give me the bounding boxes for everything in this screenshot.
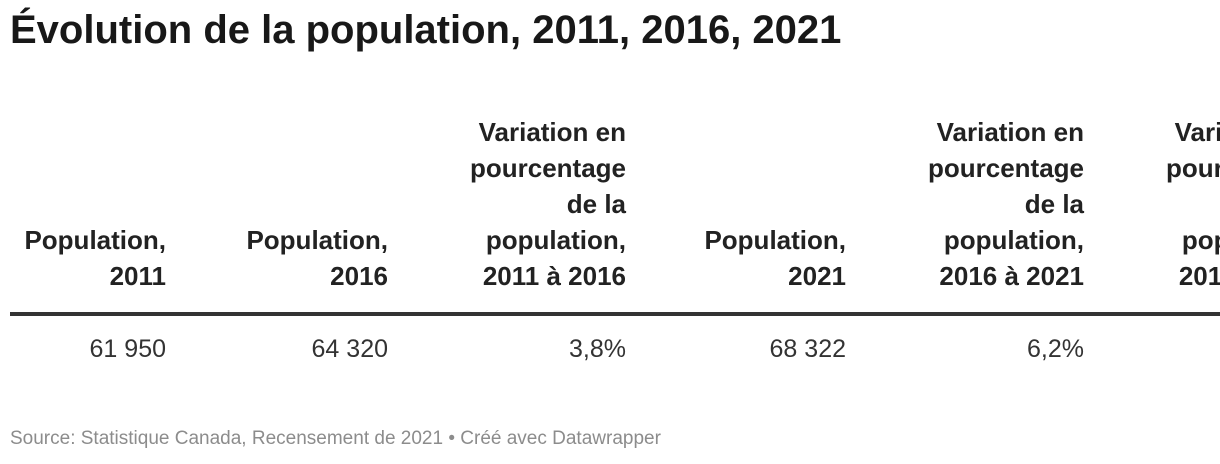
column-header: Population, 2016 bbox=[246, 225, 388, 291]
table-cell: 6,2% bbox=[1027, 335, 1084, 363]
column-header: Population, 2011 bbox=[24, 225, 166, 291]
title: Évolution de la population, 2011, 2016, … bbox=[10, 8, 842, 52]
header-rule bbox=[10, 312, 1220, 316]
table-cell: 61 950 bbox=[89, 335, 166, 363]
column-header: Variation en pourcentage de la populatio… bbox=[469, 117, 626, 291]
column-header: Variation en pourcentage de la populatio… bbox=[927, 117, 1084, 291]
column-header: Variation en pourcentage de la populatio… bbox=[1165, 117, 1220, 291]
table-cell: 3,8% bbox=[569, 335, 626, 363]
table-cell: 68 322 bbox=[769, 335, 846, 363]
column-header: Population, 2021 bbox=[704, 225, 846, 291]
source-note: Source: Statistique Canada, Recensement … bbox=[10, 428, 661, 449]
table-cell: 64 320 bbox=[311, 335, 388, 363]
